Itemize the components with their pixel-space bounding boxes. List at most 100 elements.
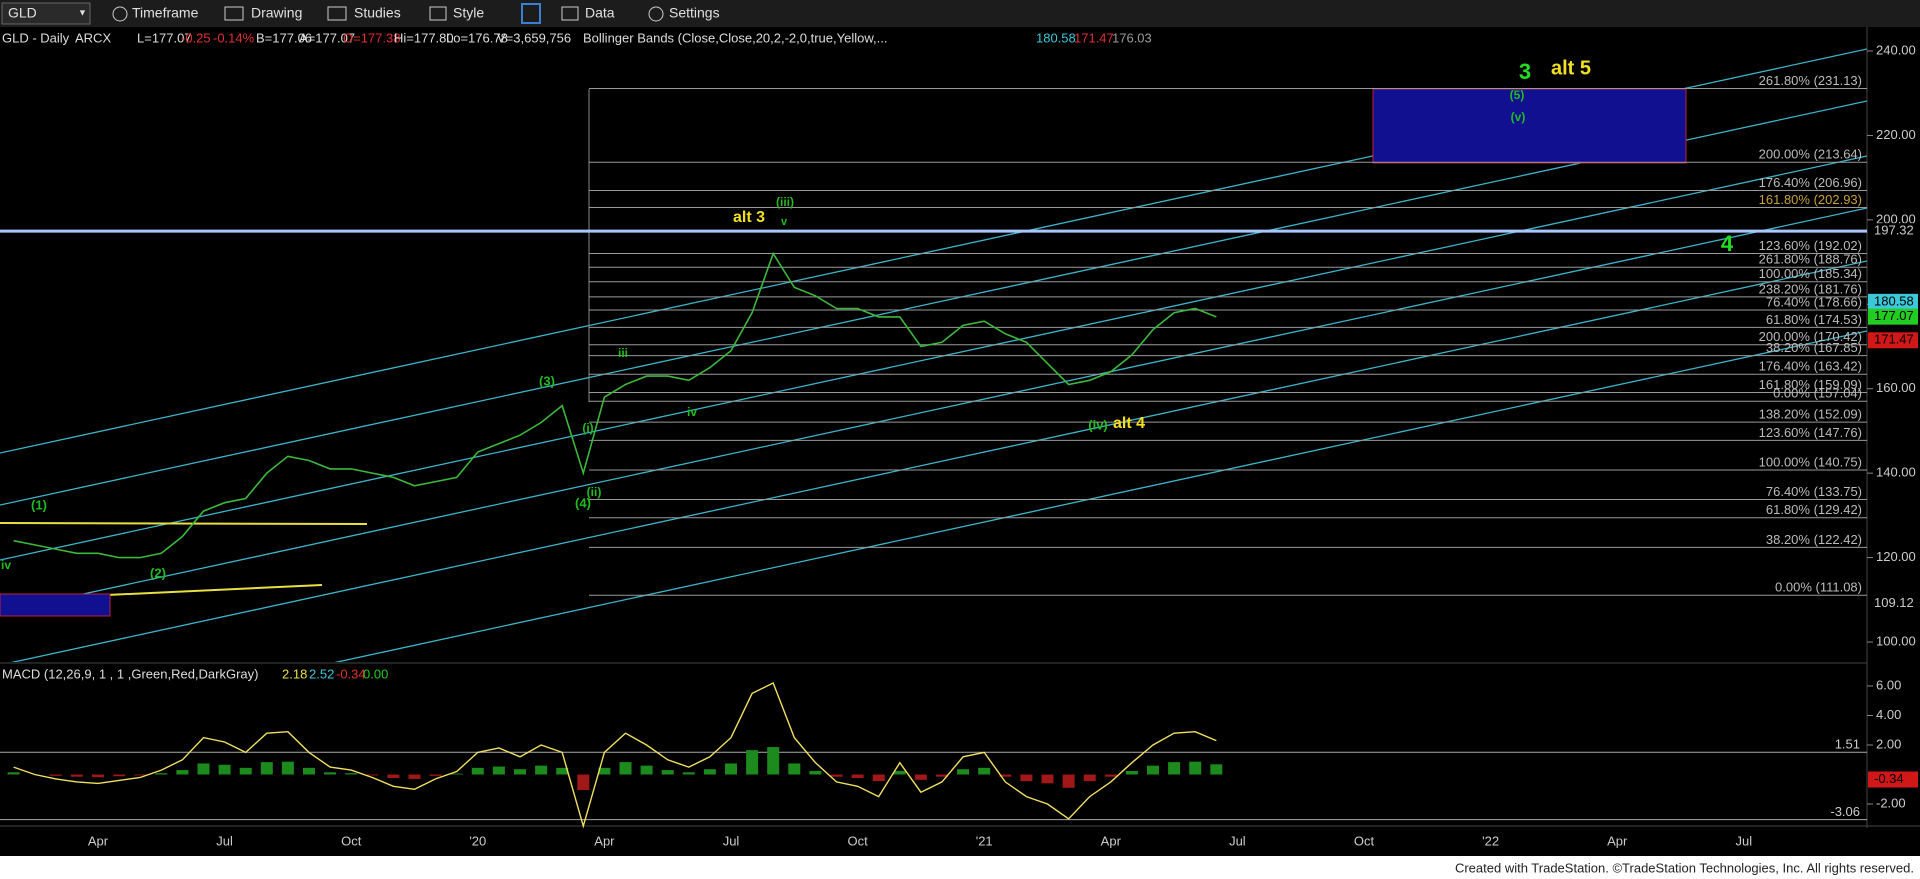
macd-hist xyxy=(324,772,337,775)
channel-line xyxy=(0,100,1867,506)
x-tick-label: Apr xyxy=(1607,833,1628,848)
toolbar-button[interactable]: Data xyxy=(585,5,615,21)
fib-label: 200.00% (170.42) xyxy=(1759,329,1862,344)
fib-label: 176.40% (163.42) xyxy=(1759,359,1862,374)
x-tick-label: Jul xyxy=(216,833,233,848)
icon[interactable] xyxy=(521,3,541,24)
macd-hist xyxy=(70,774,83,777)
toolbar-button[interactable]: Settings xyxy=(669,5,720,21)
macd-hist xyxy=(809,770,822,775)
price-tag xyxy=(1868,293,1918,310)
macd-hist xyxy=(281,761,294,775)
symbol-input[interactable]: GLD xyxy=(8,5,37,21)
wave-label: (1) xyxy=(31,497,47,512)
dropdown-arrow: ▼ xyxy=(78,7,87,17)
macd-hist xyxy=(408,774,421,779)
trend-line xyxy=(0,522,368,525)
macd-hist xyxy=(239,767,252,775)
wave-label: 4 xyxy=(1721,231,1734,256)
price-tag xyxy=(1868,308,1918,325)
fib-label: 38.20% (122.42) xyxy=(1766,532,1862,547)
icon xyxy=(112,6,128,22)
fib-label: 76.40% (178.66) xyxy=(1766,294,1862,309)
toolbar-button[interactable]: Studies xyxy=(354,5,401,21)
macd-hist xyxy=(450,773,463,775)
toolbar-button[interactable]: Drawing xyxy=(251,5,302,21)
macd-hist xyxy=(1125,770,1138,775)
channel-line xyxy=(0,207,1867,613)
y-tick-label: 200.00 xyxy=(1876,211,1916,226)
fib-label: 0.00% (111.08) xyxy=(1775,580,1862,595)
macd-hist xyxy=(957,769,970,775)
macd-hist xyxy=(134,774,147,776)
target-box xyxy=(0,593,111,617)
quote-field: B=177.06 xyxy=(256,30,312,45)
fib-label: 200.00% (213.64) xyxy=(1759,147,1862,162)
toolbar-button[interactable]: Timeframe xyxy=(132,5,199,21)
price-tag-label: 171.47 xyxy=(1874,332,1914,347)
header-exchange: ARCX xyxy=(75,30,111,45)
macd-value: -0.34 xyxy=(336,666,366,681)
macd-level-label: 1.51 xyxy=(1835,737,1860,752)
macd-hist xyxy=(92,774,104,778)
macd-hist xyxy=(366,774,379,776)
y-tick-label: 240.00 xyxy=(1876,42,1916,57)
fib-label: 100.00% (140.75) xyxy=(1759,454,1862,469)
quote-field: -0.14% xyxy=(213,30,255,45)
price-tag-label: 180.58 xyxy=(1874,293,1914,308)
fib-label: 261.80% (231.13) xyxy=(1759,73,1862,88)
macd-hist xyxy=(1147,765,1159,775)
channel-lines xyxy=(0,48,1867,662)
macd-hist xyxy=(893,770,906,775)
fib-label: 76.40% (133.75) xyxy=(1766,484,1862,499)
fib-label: 161.80% (159.09) xyxy=(1759,377,1862,392)
wave-label: 3 xyxy=(1519,59,1531,84)
fib-label: 61.80% (129.42) xyxy=(1766,502,1862,517)
macd-value: 2.18 xyxy=(282,666,307,681)
wave-label: iii xyxy=(618,346,628,360)
macd-hist xyxy=(725,763,737,775)
price-tag xyxy=(1868,595,1918,612)
x-tick-label: Apr xyxy=(1101,833,1122,848)
price-tag xyxy=(1868,223,1918,240)
price-line xyxy=(13,251,1217,559)
macd-hist xyxy=(514,769,526,775)
study-value: 180.58 xyxy=(1036,30,1076,45)
toolbar-button[interactable]: Style xyxy=(453,5,484,21)
macd-hist xyxy=(7,772,20,775)
x-tick-label: Jul xyxy=(723,833,740,848)
wave-label: v xyxy=(781,216,788,228)
macd-hist xyxy=(1168,762,1181,775)
macd-hist xyxy=(556,767,569,775)
footer-bar xyxy=(0,856,1920,879)
macd-hist xyxy=(1020,774,1033,782)
quote-field: A=177.07 xyxy=(299,30,355,45)
icon xyxy=(648,6,664,22)
study-value: 171.47 xyxy=(1074,30,1114,45)
macd-value: 2.52 xyxy=(309,666,334,681)
x-tick-label: '22 xyxy=(1482,833,1499,848)
wave-label: (ii) xyxy=(587,485,602,499)
x-tick-label: Jul xyxy=(1229,833,1246,848)
macd-hist xyxy=(640,765,653,775)
symbol-box[interactable] xyxy=(1,2,91,25)
quote-field: Hi=177.80 xyxy=(394,30,454,45)
x-tick-label: Apr xyxy=(594,833,615,848)
wave-label: iv xyxy=(687,405,697,419)
macd-hist xyxy=(577,774,590,790)
macd-hist xyxy=(598,767,611,775)
macd-hist xyxy=(661,770,674,775)
price-tag-label: 197.32 xyxy=(1874,223,1914,238)
macd-hist xyxy=(1062,774,1075,788)
macd-hist xyxy=(387,774,400,779)
quote-field: O=177.38 xyxy=(343,30,400,45)
macd-hist xyxy=(535,765,548,775)
fib-label: 138.20% (152.09) xyxy=(1759,407,1862,422)
y-tick-label: 220.00 xyxy=(1876,127,1916,142)
study-name: Bollinger Bands (Close,Close,20,2,-2,0,t… xyxy=(583,30,887,45)
y-tick-label: 6.00 xyxy=(1876,677,1901,692)
x-tick-label: Oct xyxy=(1354,833,1375,848)
macd-hist xyxy=(492,766,505,775)
channel-line xyxy=(10,260,1867,662)
